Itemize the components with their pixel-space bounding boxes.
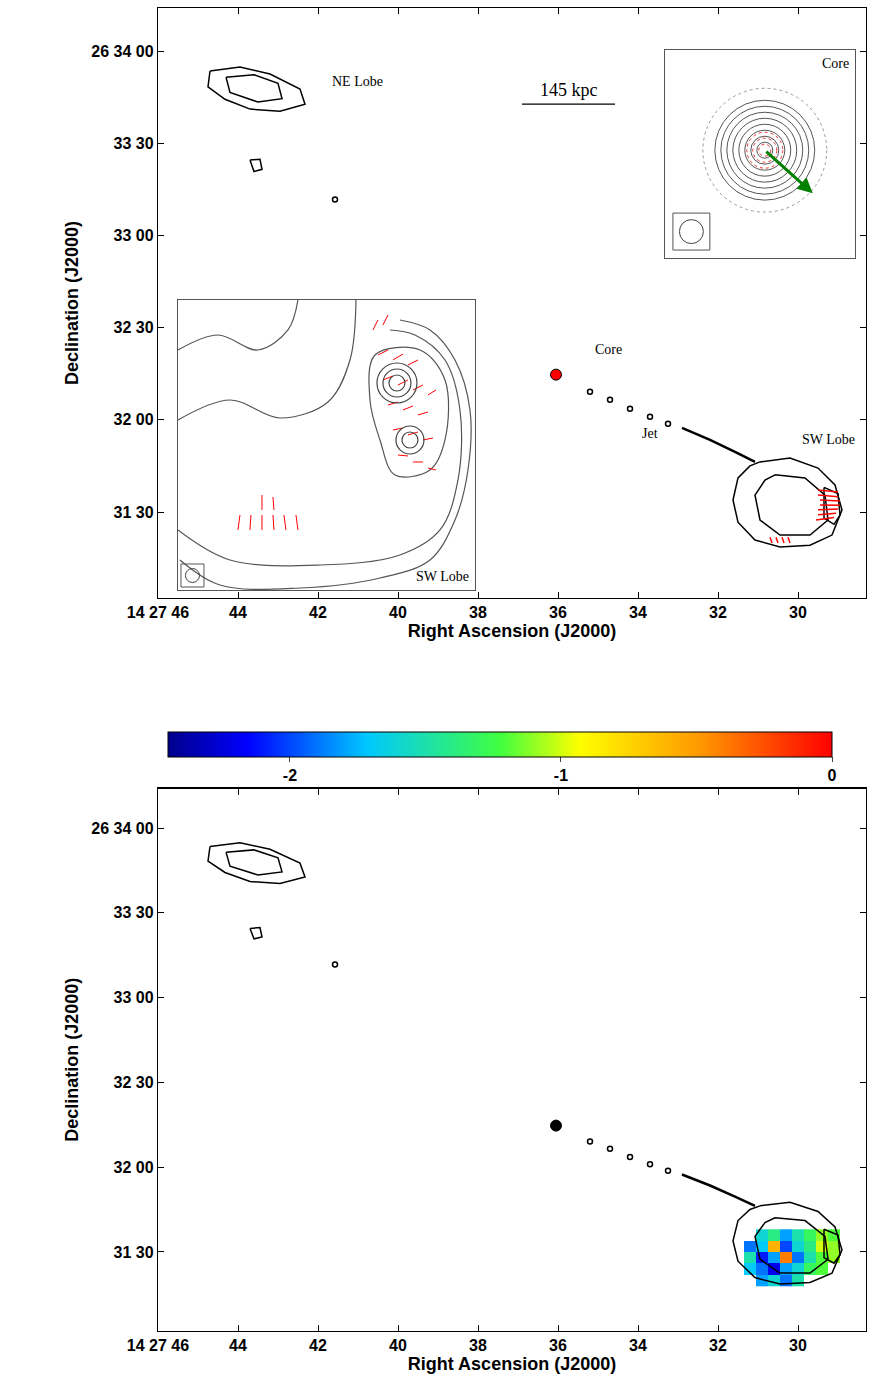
svg-text:145 kpc: 145 kpc	[540, 80, 598, 100]
svg-text:36: 36	[549, 1337, 567, 1354]
svg-text:30: 30	[789, 1337, 807, 1354]
svg-text:32 00: 32 00	[114, 411, 154, 428]
svg-text:32 00: 32 00	[114, 1159, 154, 1176]
svg-text:Declination (J2000): Declination (J2000)	[62, 978, 82, 1142]
svg-text:26 34 00: 26 34 00	[91, 43, 153, 60]
svg-text:SW Lobe: SW Lobe	[416, 569, 469, 584]
svg-text:31 30: 31 30	[114, 504, 154, 521]
svg-text:Core: Core	[822, 56, 849, 71]
svg-text:14 27 46: 14 27 46	[127, 1337, 189, 1354]
svg-text:Core: Core	[595, 342, 622, 357]
svg-text:34: 34	[629, 604, 647, 621]
svg-text:40: 40	[389, 1337, 407, 1354]
svg-text:42: 42	[309, 1337, 327, 1354]
svg-text:33 30: 33 30	[114, 904, 154, 921]
svg-text:32: 32	[709, 1337, 727, 1354]
svg-text:-1: -1	[554, 767, 568, 784]
svg-text:32 30: 32 30	[114, 1074, 154, 1091]
svg-text:38: 38	[469, 1337, 487, 1354]
svg-text:36: 36	[549, 604, 567, 621]
svg-text:0: 0	[828, 767, 837, 784]
svg-text:-2: -2	[283, 767, 297, 784]
svg-text:30: 30	[789, 604, 807, 621]
svg-text:33 00: 33 00	[114, 989, 154, 1006]
svg-text:26 34 00: 26 34 00	[91, 820, 153, 837]
svg-text:44: 44	[229, 1337, 247, 1354]
svg-text:Right Ascension (J2000): Right Ascension (J2000)	[408, 621, 616, 641]
svg-text:31 30: 31 30	[114, 1244, 154, 1261]
svg-text:Declination (J2000): Declination (J2000)	[62, 221, 82, 385]
svg-text:42: 42	[309, 604, 327, 621]
svg-text:38: 38	[469, 604, 487, 621]
svg-text:Jet: Jet	[642, 426, 658, 441]
svg-text:NE Lobe: NE Lobe	[332, 74, 383, 89]
svg-text:Right Ascension (J2000): Right Ascension (J2000)	[408, 1354, 616, 1374]
svg-text:40: 40	[389, 604, 407, 621]
svg-text:14 27 46: 14 27 46	[127, 604, 189, 621]
svg-text:33 30: 33 30	[114, 135, 154, 152]
svg-text:32: 32	[709, 604, 727, 621]
svg-text:32 30: 32 30	[114, 319, 154, 336]
svg-text:44: 44	[229, 604, 247, 621]
svg-text:33 00: 33 00	[114, 227, 154, 244]
svg-text:34: 34	[629, 1337, 647, 1354]
svg-text:SW Lobe: SW Lobe	[802, 432, 855, 447]
